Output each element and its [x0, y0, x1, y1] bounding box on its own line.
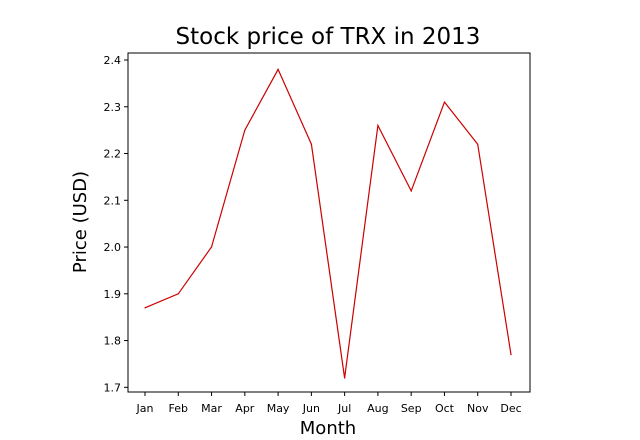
x-tick-label: Sep [401, 402, 422, 415]
data-point-sep [410, 190, 412, 192]
x-tick-label: Mar [201, 402, 222, 415]
data-point-dec [510, 353, 512, 356]
x-tick-label: May [267, 402, 290, 415]
y-axis-label: Price (USD) [70, 171, 91, 273]
data-point-mar [210, 246, 213, 248]
data-point-aug [377, 124, 379, 127]
x-tick-label: Jun [302, 402, 320, 415]
x-axis-label: Month [300, 418, 356, 439]
y-tick-label: 2.0 [104, 241, 122, 254]
data-point-jun [310, 143, 312, 145]
data-point-oct [443, 101, 446, 103]
x-tick-label: Feb [169, 402, 188, 415]
y-tick-label: 2.3 [104, 101, 122, 114]
x-tick-label: Dec [500, 402, 521, 415]
series-layer [144, 68, 512, 379]
y-tick-label: 1.7 [104, 381, 122, 394]
data-point-feb [177, 293, 179, 295]
data-point-may [277, 68, 279, 70]
y-axis: 1.7 1.8 1.9 2.0 2.1 2.2 2.3 2.4 [104, 54, 128, 394]
x-tick-label: Aug [367, 402, 388, 415]
x-axis: Jan Feb Mar Apr May Jun Jul Aug Sep Oct Nov Dec [136, 392, 522, 415]
data-point-apr [244, 129, 246, 131]
series-line [144, 68, 512, 379]
x-tick-label: Apr [235, 402, 255, 415]
x-tick-label: Nov [467, 402, 489, 415]
x-tick-label: Oct [435, 402, 455, 415]
x-tick-label: Jan [136, 402, 154, 415]
data-point-jul [344, 377, 346, 379]
y-tick-label: 1.9 [104, 288, 122, 301]
y-tick-label: 2.4 [104, 54, 122, 67]
chart-title: Stock price of TRX in 2013 [176, 24, 481, 50]
data-point-nov [477, 143, 479, 145]
y-tick-label: 2.1 [104, 194, 122, 207]
y-tick-label: 2.2 [104, 148, 122, 161]
y-tick-label: 1.8 [104, 335, 122, 348]
plot-area [127, 52, 531, 393]
x-tick-label: Jul [337, 402, 351, 415]
data-point-jan [144, 307, 146, 309]
